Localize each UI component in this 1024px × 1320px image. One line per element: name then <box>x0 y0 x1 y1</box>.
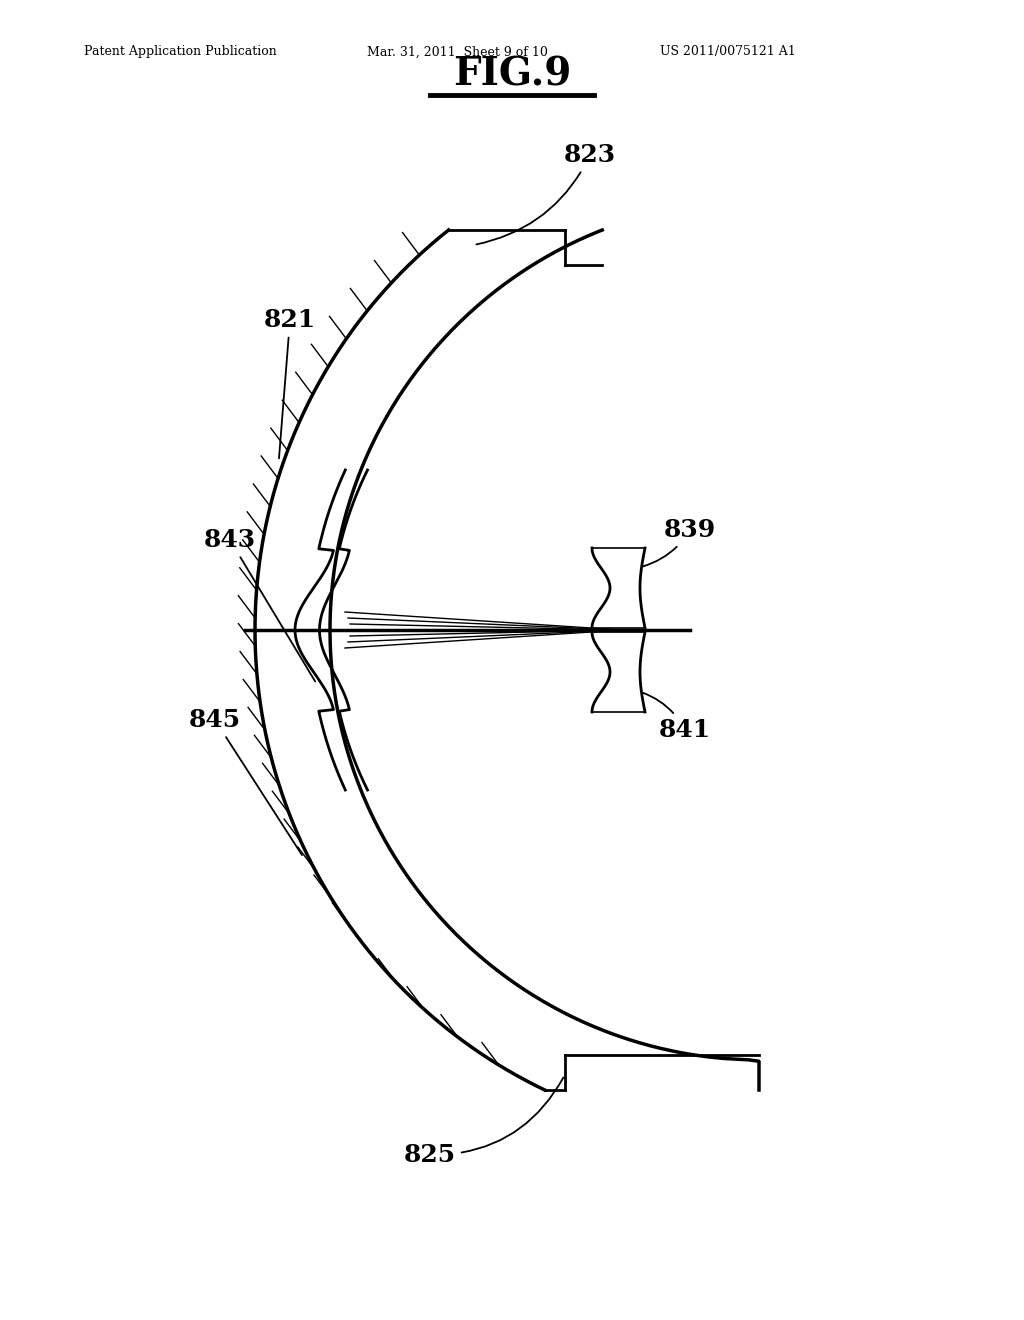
Text: 839: 839 <box>643 517 716 566</box>
Text: 843: 843 <box>204 528 315 681</box>
Text: 821: 821 <box>264 308 316 458</box>
Text: 825: 825 <box>403 1077 563 1167</box>
Text: 845: 845 <box>189 708 302 855</box>
Text: US 2011/0075121 A1: US 2011/0075121 A1 <box>660 45 797 58</box>
Text: Patent Application Publication: Patent Application Publication <box>84 45 276 58</box>
Text: FIG.9: FIG.9 <box>453 55 571 94</box>
Text: 823: 823 <box>476 143 616 244</box>
Text: Mar. 31, 2011  Sheet 9 of 10: Mar. 31, 2011 Sheet 9 of 10 <box>367 45 548 58</box>
Text: 841: 841 <box>643 693 711 742</box>
